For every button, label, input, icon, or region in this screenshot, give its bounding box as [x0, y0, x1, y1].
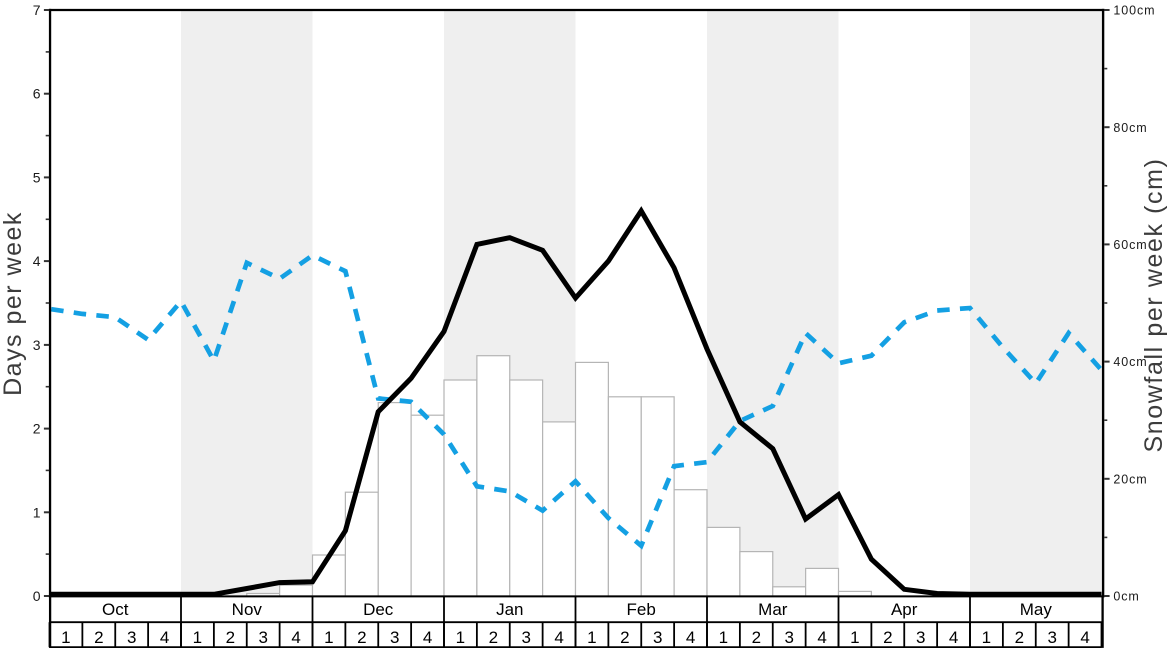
svg-text:0: 0 [33, 588, 41, 604]
svg-text:4: 4 [423, 628, 432, 647]
svg-text:60cm: 60cm [1113, 238, 1147, 252]
svg-text:Days per week: Days per week [0, 211, 27, 396]
svg-text:Apr: Apr [891, 600, 918, 619]
svg-text:0cm: 0cm [1113, 590, 1139, 604]
svg-text:3: 3 [390, 628, 399, 647]
svg-text:80cm: 80cm [1113, 121, 1147, 135]
svg-text:4: 4 [33, 253, 41, 269]
svg-text:20cm: 20cm [1113, 472, 1147, 486]
svg-text:Mar: Mar [758, 600, 788, 619]
svg-text:3: 3 [784, 628, 793, 647]
svg-text:2: 2 [620, 628, 629, 647]
svg-text:Dec: Dec [363, 600, 394, 619]
svg-text:Snowfall per week (cm): Snowfall per week (cm) [1140, 157, 1168, 452]
svg-text:7: 7 [33, 2, 41, 18]
svg-text:Jan: Jan [496, 600, 523, 619]
svg-text:2: 2 [94, 628, 103, 647]
svg-text:2: 2 [489, 628, 498, 647]
svg-text:Nov: Nov [232, 600, 263, 619]
svg-text:3: 3 [916, 628, 925, 647]
svg-text:3: 3 [127, 628, 136, 647]
svg-text:4: 4 [949, 628, 958, 647]
svg-text:3: 3 [653, 628, 662, 647]
svg-text:1: 1 [61, 628, 70, 647]
svg-text:1: 1 [193, 628, 202, 647]
svg-text:May: May [1020, 600, 1053, 619]
svg-text:4: 4 [1080, 628, 1089, 647]
svg-text:2: 2 [752, 628, 761, 647]
svg-text:1: 1 [982, 628, 991, 647]
svg-text:Feb: Feb [627, 600, 656, 619]
svg-text:40cm: 40cm [1113, 355, 1147, 369]
svg-text:6: 6 [33, 86, 41, 102]
svg-text:Oct: Oct [102, 600, 129, 619]
svg-text:4: 4 [160, 628, 169, 647]
svg-text:3: 3 [521, 628, 530, 647]
svg-text:1: 1 [33, 504, 41, 520]
svg-text:3: 3 [33, 337, 41, 353]
svg-text:1: 1 [456, 628, 465, 647]
svg-text:1: 1 [324, 628, 333, 647]
svg-text:2: 2 [883, 628, 892, 647]
svg-text:2: 2 [357, 628, 366, 647]
svg-text:3: 3 [258, 628, 267, 647]
svg-text:5: 5 [33, 169, 41, 185]
svg-text:1: 1 [587, 628, 596, 647]
svg-text:2: 2 [1015, 628, 1024, 647]
svg-text:100cm: 100cm [1113, 4, 1155, 18]
svg-text:4: 4 [291, 628, 300, 647]
svg-text:3: 3 [1047, 628, 1056, 647]
svg-text:4: 4 [817, 628, 826, 647]
svg-text:2: 2 [33, 421, 41, 437]
svg-text:4: 4 [686, 628, 695, 647]
svg-text:2: 2 [226, 628, 235, 647]
svg-text:1: 1 [719, 628, 728, 647]
svg-text:1: 1 [850, 628, 859, 647]
svg-text:4: 4 [554, 628, 563, 647]
